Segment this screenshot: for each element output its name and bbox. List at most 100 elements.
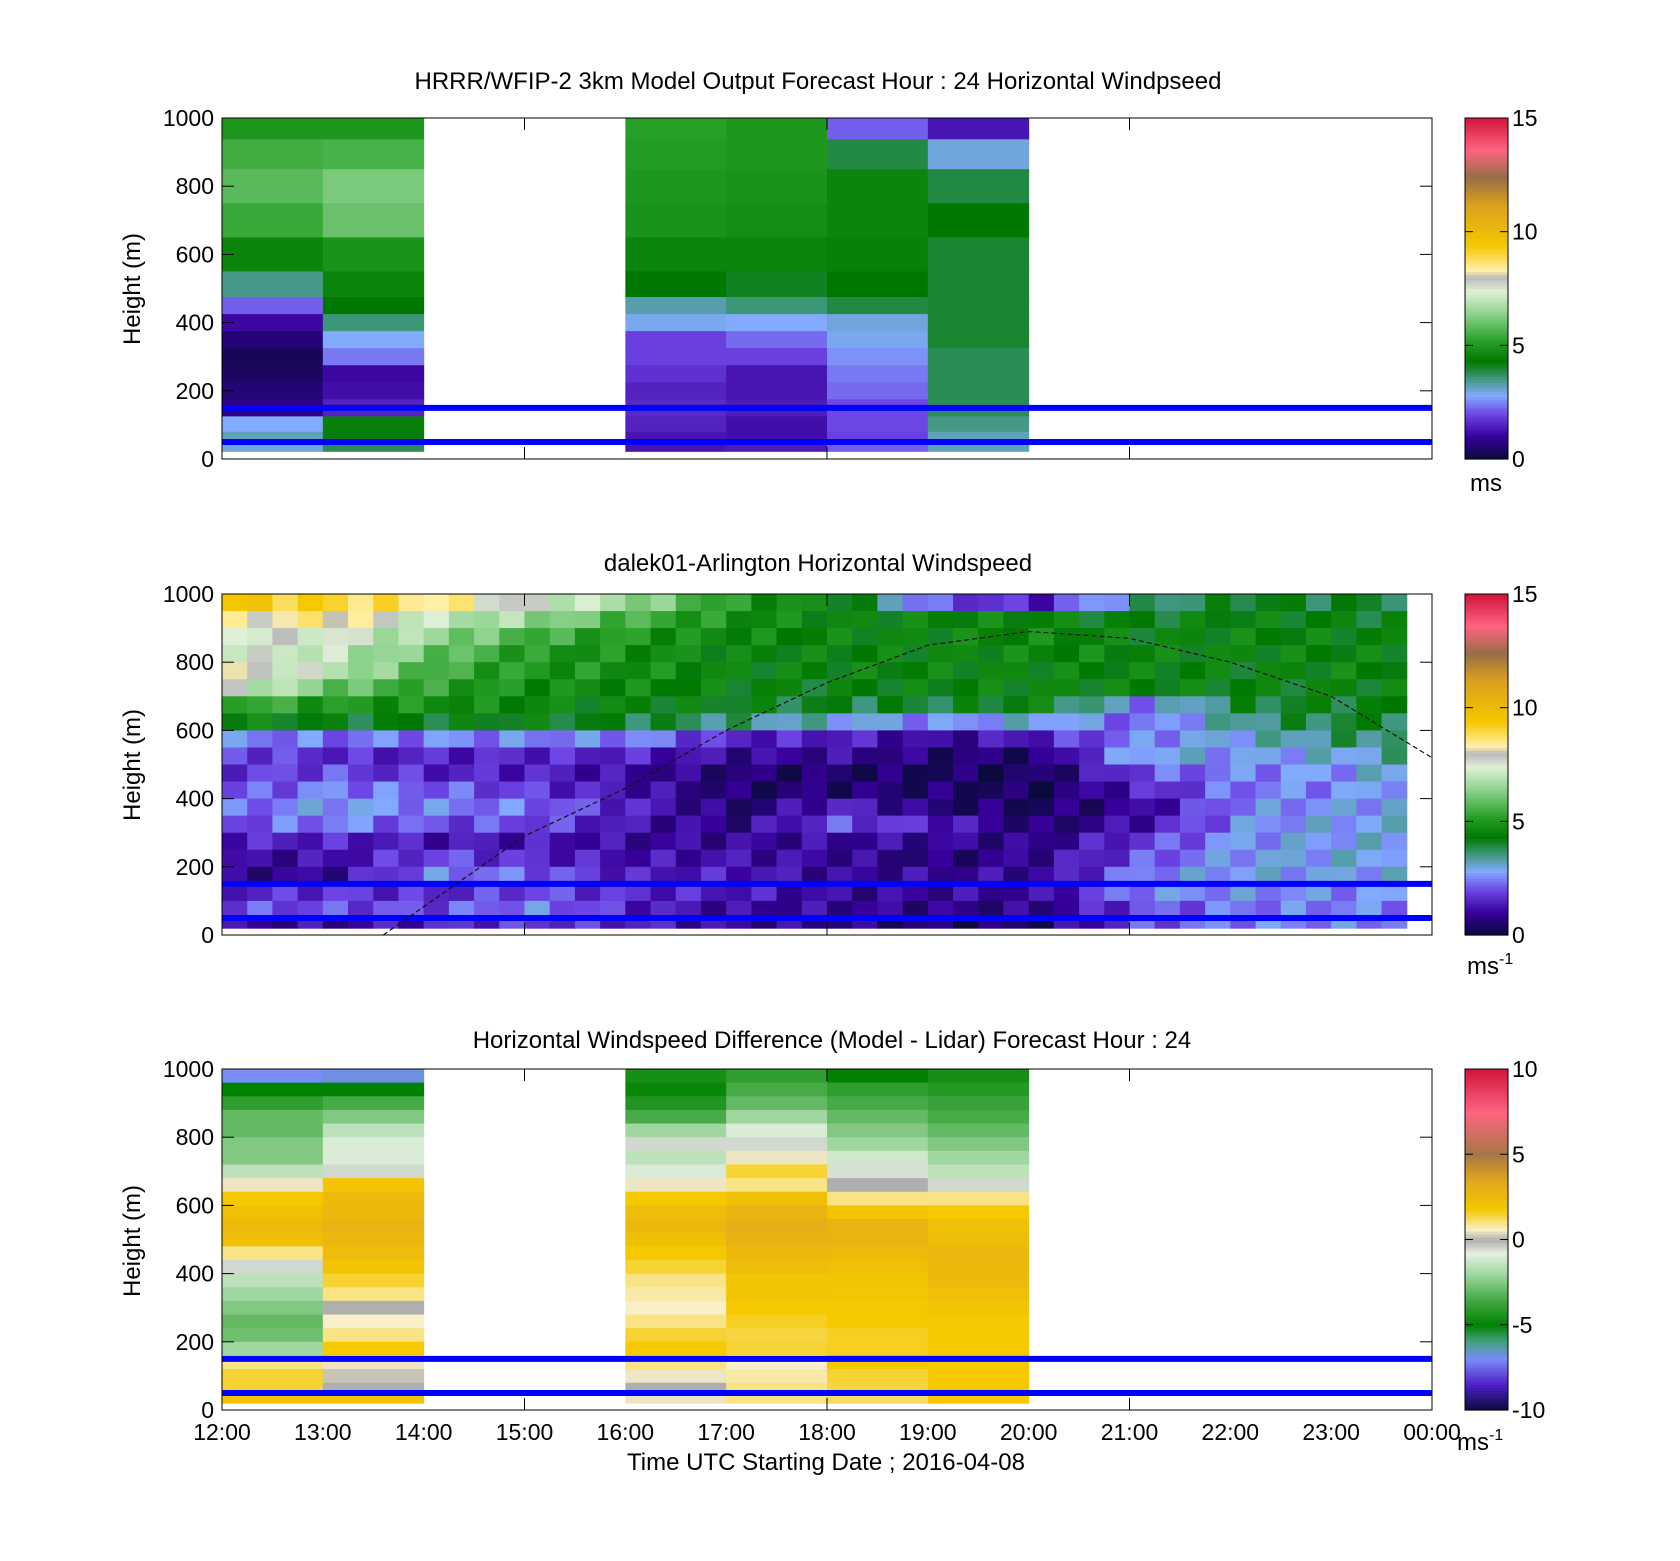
heatmap-cell	[1104, 662, 1130, 680]
heatmap-cell	[877, 883, 904, 902]
heatmap-cell	[1381, 747, 1408, 765]
colorbar-swatch	[1465, 268, 1508, 273]
heatmap-cell	[222, 1082, 324, 1097]
heatmap-cell	[600, 645, 626, 663]
heatmap-cell	[1356, 917, 1383, 929]
colorbar-swatch	[1465, 129, 1508, 133]
colorbar-swatch	[1465, 852, 1508, 857]
heatmap-cell	[322, 594, 349, 612]
heatmap-cell	[1356, 679, 1383, 697]
heatmap-cell	[927, 1394, 1030, 1404]
heatmap-cell	[1079, 730, 1105, 748]
heatmap-cell	[348, 849, 374, 868]
ytick-label: 800	[176, 173, 214, 199]
heatmap-cell	[600, 713, 626, 731]
heatmap-cell	[978, 594, 1004, 612]
heatmap-cell	[776, 662, 803, 680]
heatmap-cell	[1255, 696, 1282, 714]
heatmap-cell	[322, 382, 425, 400]
colorbar-swatch	[1465, 160, 1508, 165]
colorbar-swatch	[1465, 647, 1508, 652]
heatmap-cell	[751, 917, 778, 929]
colorbar-swatch	[1465, 1333, 1508, 1337]
heatmap-cell	[927, 1273, 1030, 1288]
heatmap-cell	[1079, 815, 1105, 834]
heatmap-cell	[222, 1205, 324, 1220]
heatmap-cell	[322, 747, 349, 765]
colorbar-swatch	[1465, 382, 1508, 386]
heatmap-cell	[297, 832, 324, 851]
heatmap-cell	[827, 1082, 929, 1097]
heatmap-cell	[348, 866, 374, 885]
heatmap-cell	[776, 764, 803, 783]
colorbar-swatch	[1465, 676, 1508, 680]
colorbar-swatch	[1465, 1071, 1508, 1076]
heatmap-cell	[297, 594, 324, 612]
heatmap-cell	[751, 849, 778, 868]
xtick-label: 23:00	[1302, 1419, 1360, 1445]
heatmap-cell	[650, 611, 677, 629]
heatmap-cell	[1104, 849, 1130, 868]
heatmap-cell	[1104, 594, 1130, 612]
heatmap-cell	[902, 832, 929, 851]
heatmap-cell	[625, 883, 652, 902]
ytick-label: 400	[176, 786, 214, 812]
heatmap-cell	[1028, 730, 1055, 748]
heatmap-cell	[927, 416, 1030, 433]
colorbar-swatch	[1465, 608, 1508, 612]
heatmap-cell	[650, 594, 677, 612]
heatmap-cell	[675, 679, 702, 697]
heatmap-cell	[499, 849, 525, 868]
colorbar-swatch	[1465, 1168, 1508, 1172]
heatmap-cell	[625, 611, 652, 629]
colorbar-swatch	[1465, 393, 1508, 398]
heatmap-cell	[574, 849, 601, 868]
heatmap-cell	[1104, 883, 1130, 902]
heatmap-cell	[751, 594, 778, 612]
heatmap-cell	[322, 1219, 425, 1234]
colorbar-swatch	[1465, 166, 1508, 170]
heatmap-cell	[927, 1109, 1030, 1125]
colorbar-tick-label: 5	[1512, 1141, 1525, 1167]
heatmap-cell	[726, 1164, 828, 1179]
heatmap-cell	[1129, 815, 1156, 834]
heatmap-cell	[600, 849, 626, 868]
heatmap-cell	[222, 611, 248, 629]
heatmap-cell	[549, 747, 576, 765]
heatmap-cell	[726, 431, 828, 444]
colorbar-swatch	[1465, 1211, 1508, 1215]
heatmap-cell	[524, 798, 551, 817]
heatmap-cell	[1255, 798, 1282, 817]
heatmap-cell	[902, 747, 929, 765]
heatmap-cell	[1053, 815, 1080, 834]
heatmap-cell	[827, 1314, 929, 1329]
heatmap-cell	[524, 866, 551, 885]
heatmap-cell	[1280, 832, 1307, 851]
heatmap-cell	[1154, 713, 1181, 731]
colorbar-swatch	[1465, 208, 1508, 213]
heatmap-cell	[373, 764, 399, 783]
colorbar-swatch	[1465, 1284, 1508, 1289]
heatmap-cell	[827, 832, 853, 851]
heatmap-cell	[1305, 611, 1332, 629]
heatmap-cell	[373, 781, 399, 800]
colorbar-swatch	[1465, 177, 1508, 182]
heatmap-cell	[1255, 883, 1282, 902]
heatmap-cell	[827, 849, 853, 868]
heatmap-cell	[1179, 645, 1206, 663]
heatmap-cell	[927, 442, 1030, 452]
heatmap-cell	[272, 866, 299, 885]
colorbar-swatch	[1465, 599, 1508, 604]
heatmap-cell	[1154, 645, 1181, 663]
heatmap-cell	[776, 696, 803, 714]
colorbar-swatch	[1465, 441, 1508, 446]
heatmap-cell	[322, 237, 425, 272]
heatmap-cell	[600, 900, 626, 919]
colorbar-swatch	[1465, 1176, 1508, 1181]
heatmap-cell	[801, 696, 828, 714]
colorbar-swatch	[1465, 684, 1508, 689]
colorbar-swatch	[1465, 1296, 1508, 1300]
colorbar-swatch	[1465, 628, 1508, 632]
heatmap-cell	[297, 900, 324, 919]
heatmap-cell	[927, 1369, 1030, 1384]
